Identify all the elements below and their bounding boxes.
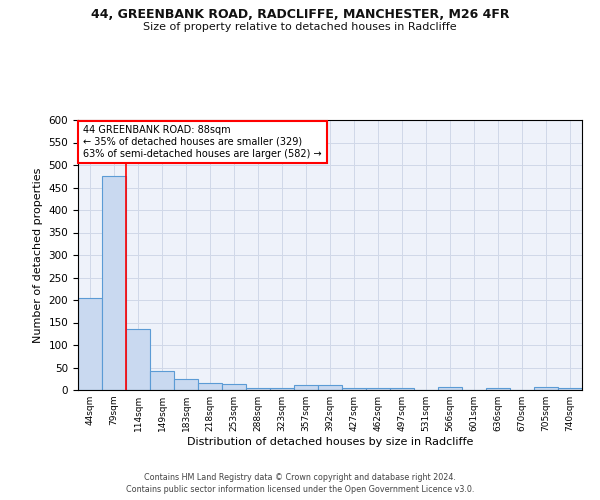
Bar — [294, 385, 318, 390]
Bar — [126, 329, 150, 390]
Bar — [366, 388, 390, 390]
Text: Contains HM Land Registry data © Crown copyright and database right 2024.: Contains HM Land Registry data © Crown c… — [144, 474, 456, 482]
Bar — [390, 388, 414, 390]
Bar — [558, 388, 582, 390]
Bar — [198, 383, 222, 390]
Text: 44 GREENBANK ROAD: 88sqm
← 35% of detached houses are smaller (329)
63% of semi-: 44 GREENBANK ROAD: 88sqm ← 35% of detach… — [83, 126, 322, 158]
Text: Contains public sector information licensed under the Open Government Licence v3: Contains public sector information licen… — [126, 485, 474, 494]
Bar — [318, 385, 342, 390]
Bar — [438, 388, 462, 390]
X-axis label: Distribution of detached houses by size in Radcliffe: Distribution of detached houses by size … — [187, 437, 473, 447]
Y-axis label: Number of detached properties: Number of detached properties — [33, 168, 43, 342]
Bar — [222, 384, 246, 390]
Bar — [174, 379, 198, 390]
Bar — [102, 176, 126, 390]
Bar — [150, 370, 174, 390]
Text: Size of property relative to detached houses in Radcliffe: Size of property relative to detached ho… — [143, 22, 457, 32]
Bar — [246, 388, 270, 390]
Bar — [78, 298, 102, 390]
Text: 44, GREENBANK ROAD, RADCLIFFE, MANCHESTER, M26 4FR: 44, GREENBANK ROAD, RADCLIFFE, MANCHESTE… — [91, 8, 509, 20]
Bar — [534, 388, 558, 390]
Bar — [342, 388, 366, 390]
Bar — [270, 388, 294, 390]
Bar — [486, 388, 510, 390]
